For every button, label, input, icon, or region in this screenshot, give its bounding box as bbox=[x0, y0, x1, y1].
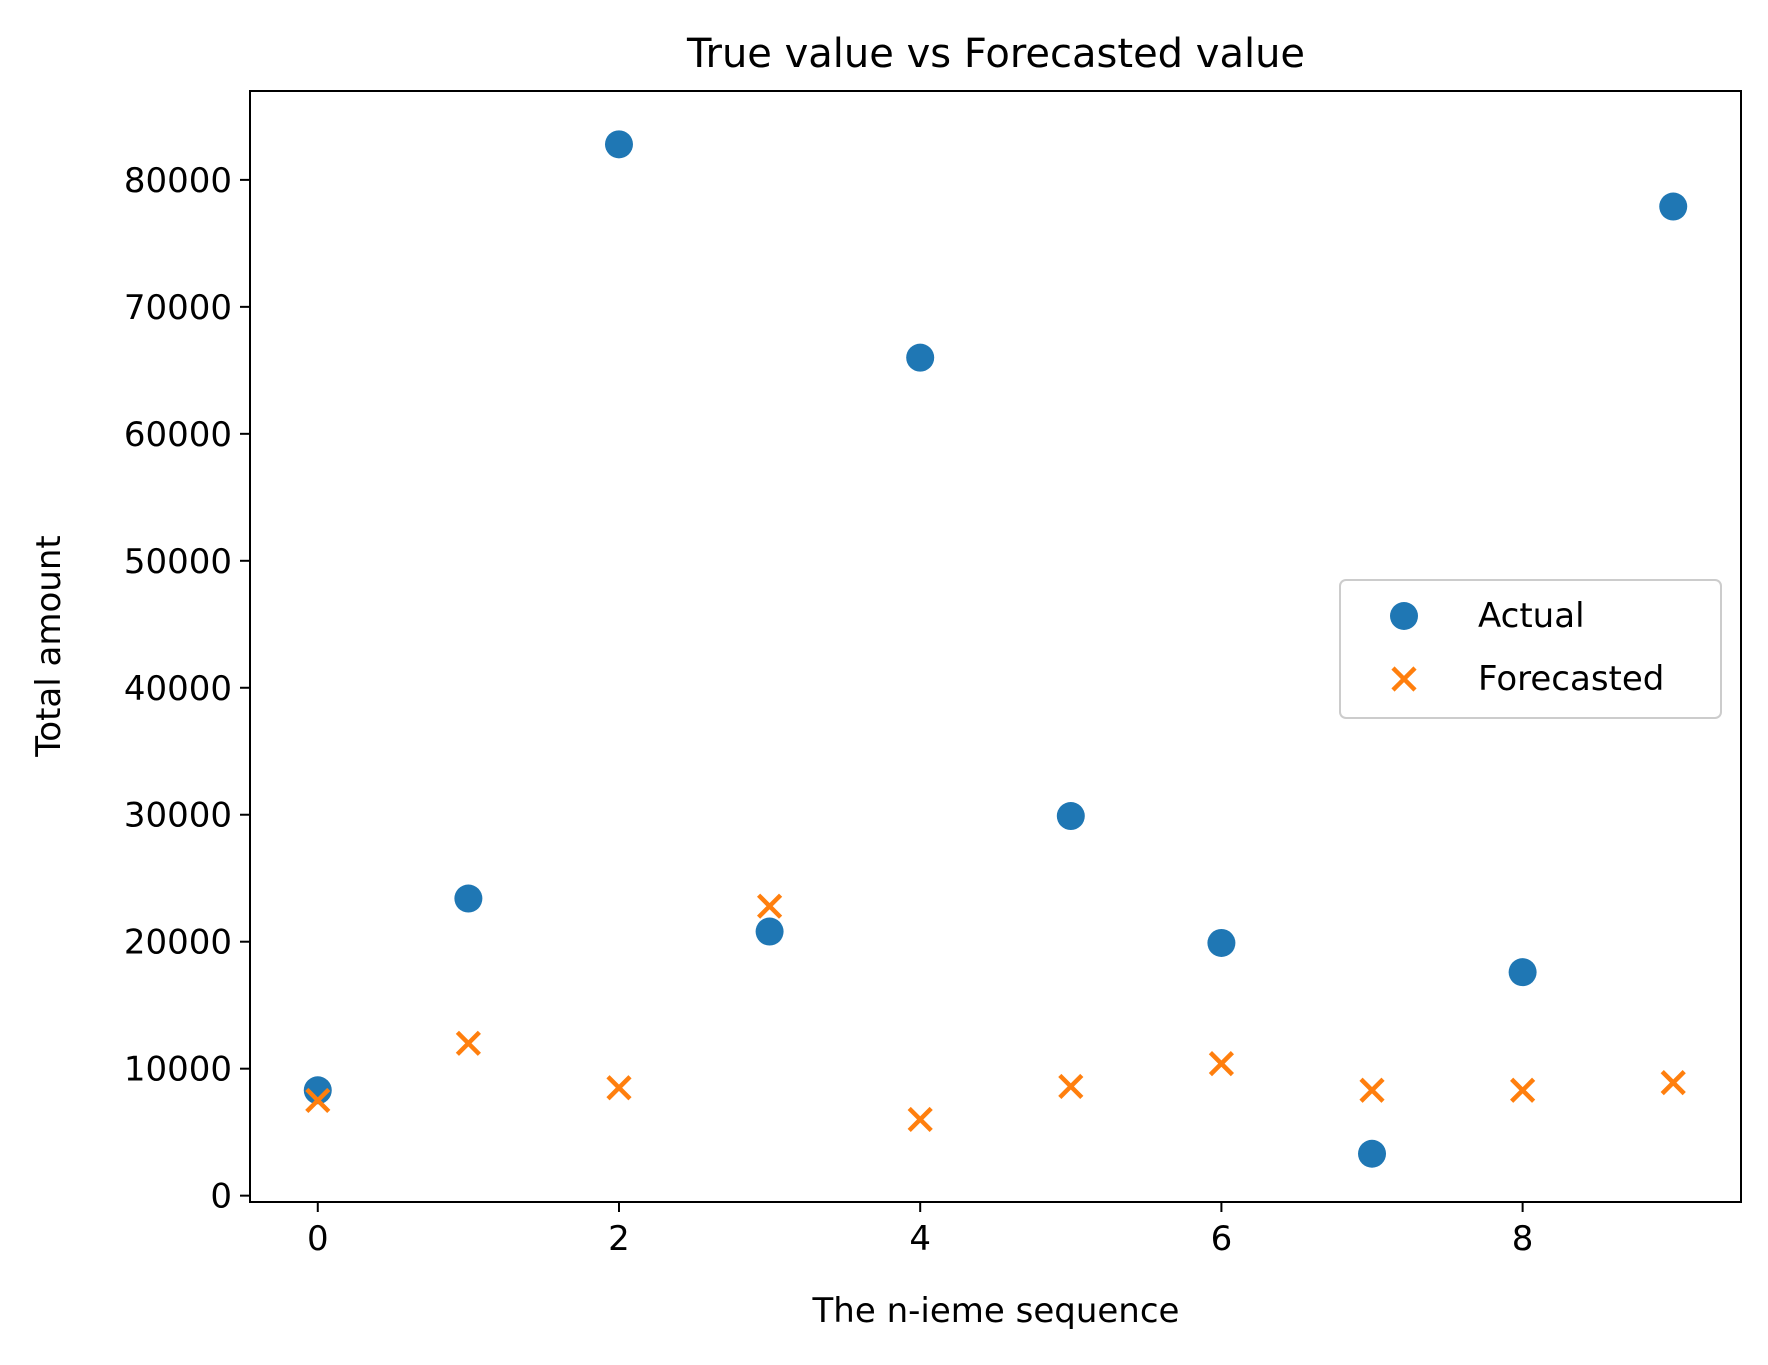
x-tick-label: 0 bbox=[307, 1219, 329, 1259]
actual-point bbox=[1056, 802, 1085, 831]
y-tick-label: 0 bbox=[210, 1177, 232, 1217]
y-tick-label: 60000 bbox=[124, 415, 232, 455]
plot-marks bbox=[303, 130, 1688, 1168]
y-tick-label: 10000 bbox=[124, 1050, 232, 1090]
forecasted-point bbox=[1058, 1073, 1084, 1100]
actual-point bbox=[1207, 928, 1236, 957]
forecasted-point bbox=[606, 1075, 632, 1101]
legend-label-forecasted: Forecasted bbox=[1478, 659, 1664, 699]
chart-title: True value vs Forecasted value bbox=[686, 31, 1305, 77]
legend-actual-circle bbox=[1390, 602, 1418, 630]
forecasted-point bbox=[1359, 1077, 1385, 1103]
plot-area-frame bbox=[249, 90, 1742, 1203]
y-tick-label: 50000 bbox=[124, 542, 232, 582]
y-tick-label: 70000 bbox=[124, 288, 232, 328]
actual-point bbox=[454, 884, 483, 913]
x-tick-label: 6 bbox=[1211, 1219, 1233, 1259]
x-tick-label: 8 bbox=[1512, 1219, 1534, 1259]
y-tick-label: 20000 bbox=[124, 923, 232, 963]
actual-point bbox=[1358, 1139, 1387, 1168]
forecasted-point bbox=[756, 893, 783, 919]
actual-point bbox=[303, 1076, 332, 1105]
y-tick-label: 80000 bbox=[124, 161, 232, 201]
forecasted-point bbox=[907, 1106, 933, 1133]
y-tick-label: 30000 bbox=[124, 796, 232, 836]
forecasted-point bbox=[455, 1030, 481, 1056]
actual-point bbox=[906, 343, 935, 372]
legend-actual-marker bbox=[1390, 602, 1418, 630]
legend-frame bbox=[1339, 579, 1722, 719]
legend-forecasted-cross bbox=[1391, 666, 1417, 692]
x-axis-ticks: 0 2 4 6 8 bbox=[307, 1202, 1533, 1259]
y-axis-label: Total amount bbox=[29, 535, 69, 757]
actual-point bbox=[1659, 192, 1688, 221]
forecasted-point bbox=[1510, 1077, 1536, 1103]
x-tick-label: 2 bbox=[608, 1219, 630, 1259]
forecasted-point bbox=[1660, 1070, 1686, 1096]
forecasted-point bbox=[1208, 1051, 1235, 1077]
x-tick-label: 4 bbox=[909, 1219, 931, 1259]
legend-label-actual: Actual bbox=[1478, 596, 1585, 636]
y-axis-ticks: 0 10000 20000 30000 40000 50000 60000 70000 8000… bbox=[124, 161, 250, 1217]
x-axis-label: The n-ieme sequence bbox=[812, 1291, 1180, 1331]
actual-point bbox=[1508, 958, 1537, 987]
y-tick-label: 40000 bbox=[124, 669, 232, 709]
actual-point bbox=[755, 917, 784, 946]
legend: Actual Forecasted bbox=[1339, 579, 1722, 719]
actual-point bbox=[604, 130, 633, 159]
legend-forecasted-marker bbox=[1391, 666, 1417, 692]
forecasted-point bbox=[305, 1087, 331, 1114]
